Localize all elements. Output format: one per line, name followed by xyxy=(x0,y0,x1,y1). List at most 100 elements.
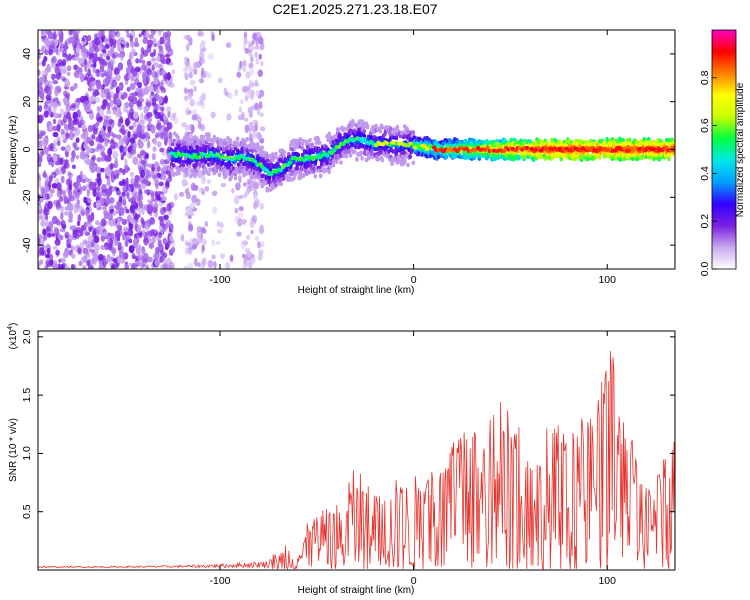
spectrogram-cell xyxy=(365,123,370,128)
spectrogram-cell xyxy=(52,79,59,85)
y-tick-label: 0 xyxy=(21,146,33,152)
spectrogram-cell xyxy=(63,211,70,216)
spectrogram-cell xyxy=(118,137,125,147)
spectrogram-cell xyxy=(130,39,135,48)
spectrogram-cell xyxy=(208,150,214,155)
spectrogram-cell xyxy=(157,63,163,69)
spectrogram-cell xyxy=(143,86,149,96)
spectrogram-cell xyxy=(38,86,44,95)
spectrogram-cell xyxy=(38,69,41,76)
spectrogram-cell xyxy=(138,33,143,38)
spectrogram-cell xyxy=(138,58,142,64)
spectrogram-cell xyxy=(144,168,150,177)
spectrogram-cell xyxy=(82,265,87,269)
spectrogram-cell xyxy=(242,182,247,187)
spectrogram-cell xyxy=(630,156,635,162)
spectrogram-cell xyxy=(248,145,253,150)
spectrogram-cell xyxy=(62,189,66,198)
spectrogram-cell xyxy=(154,103,161,111)
spectrogram-cell xyxy=(87,124,94,133)
spectrogram-cell xyxy=(117,45,121,52)
spectrogram-cell xyxy=(110,176,115,183)
spectrogram-cell xyxy=(74,37,80,44)
spectrogram-cell xyxy=(166,71,171,81)
spectrogram-cell xyxy=(44,265,48,269)
spectrogram-cell xyxy=(111,106,118,111)
x-tick-label: 100 xyxy=(598,274,616,286)
spectrogram-cell xyxy=(40,130,46,136)
spectrogram-cell xyxy=(259,39,264,44)
spectrogram-cell xyxy=(341,142,346,147)
spectrogram-cell xyxy=(165,106,172,113)
spectrogram-cell xyxy=(51,56,57,64)
spectrogram-cell xyxy=(137,194,144,201)
spectrogram-cell xyxy=(102,49,107,54)
spectrogram-cell xyxy=(231,149,236,155)
spectrogram-cell xyxy=(67,176,73,186)
spectrogram-cell xyxy=(150,30,157,36)
spectrogram-cell xyxy=(54,238,61,246)
spectrogram-cell xyxy=(96,156,102,163)
spectrogram-cell xyxy=(144,154,149,159)
spectrogram-cell xyxy=(68,53,72,62)
spectrogram-cell xyxy=(80,133,86,140)
spectrogram-cell xyxy=(79,151,86,160)
spectrogram-cell xyxy=(116,38,121,48)
spectrogram-cell xyxy=(158,49,164,56)
spectrogram-cell xyxy=(306,141,310,146)
spectrogram-cell xyxy=(240,98,244,105)
spectrogram-cell xyxy=(78,205,85,214)
spectrogram-cell xyxy=(245,260,249,268)
spectrogram-cell xyxy=(224,172,228,177)
spectrogram-cell xyxy=(211,238,215,247)
spectrogram-cell xyxy=(100,244,105,251)
spectrogram-cell xyxy=(254,51,258,58)
spectrogram-cell xyxy=(95,121,100,127)
spectrogram-cell xyxy=(54,39,59,47)
spectrogram-cell xyxy=(51,182,58,189)
spectrogram-cell xyxy=(249,67,254,76)
spectrogram-cell xyxy=(191,114,198,121)
spectrogram-cell xyxy=(124,117,130,127)
spectrogram-cell xyxy=(106,177,111,184)
spectrogram-cell xyxy=(394,151,399,157)
spectrogram-cell xyxy=(56,51,61,56)
spectrogram-cell xyxy=(332,148,337,153)
spectrogram-cell xyxy=(191,149,195,154)
spectrogram-cell xyxy=(159,193,165,198)
spectrogram-cell xyxy=(176,135,180,140)
spectrogram-cell xyxy=(62,138,67,144)
spectrogram-cell xyxy=(92,66,97,74)
spectrogram-cell xyxy=(119,115,123,124)
spectrogram-cell xyxy=(183,71,189,77)
spectrogram-cell xyxy=(165,219,172,226)
spectrogram-cell xyxy=(148,84,154,92)
spectrogram-cell xyxy=(128,222,134,232)
spectrogram-cell xyxy=(40,197,44,203)
spectrogram-cell xyxy=(107,232,112,237)
spectrogram-cell xyxy=(146,124,150,129)
spectrogram-cell xyxy=(108,258,113,266)
spectrogram-cell xyxy=(86,34,92,42)
spectrogram-cell xyxy=(124,101,130,108)
spectrogram-cell xyxy=(212,137,216,143)
spectrogram-cell xyxy=(43,146,49,155)
x-tick-label: 0 xyxy=(411,274,417,286)
spectrogram-cell xyxy=(265,158,270,163)
spectrogram-cell xyxy=(196,225,202,233)
spectrogram-cell xyxy=(147,163,154,168)
spectrogram-cell xyxy=(509,137,514,143)
spectrogram-cell xyxy=(67,202,73,212)
spectrogram-cell xyxy=(182,66,188,72)
spectrogram-cell xyxy=(264,175,269,180)
spectrogram-cell xyxy=(129,82,136,91)
spectrogram-cell xyxy=(40,187,46,196)
spectrogram-cell xyxy=(597,155,602,160)
spectrogram-cell xyxy=(112,258,118,263)
spectrogram-cell xyxy=(151,236,156,245)
spectrogram-cell xyxy=(168,61,174,66)
spectrogram-cell xyxy=(231,188,235,194)
spectrogram-cell xyxy=(58,258,62,263)
spectrogram-cell xyxy=(75,154,80,160)
